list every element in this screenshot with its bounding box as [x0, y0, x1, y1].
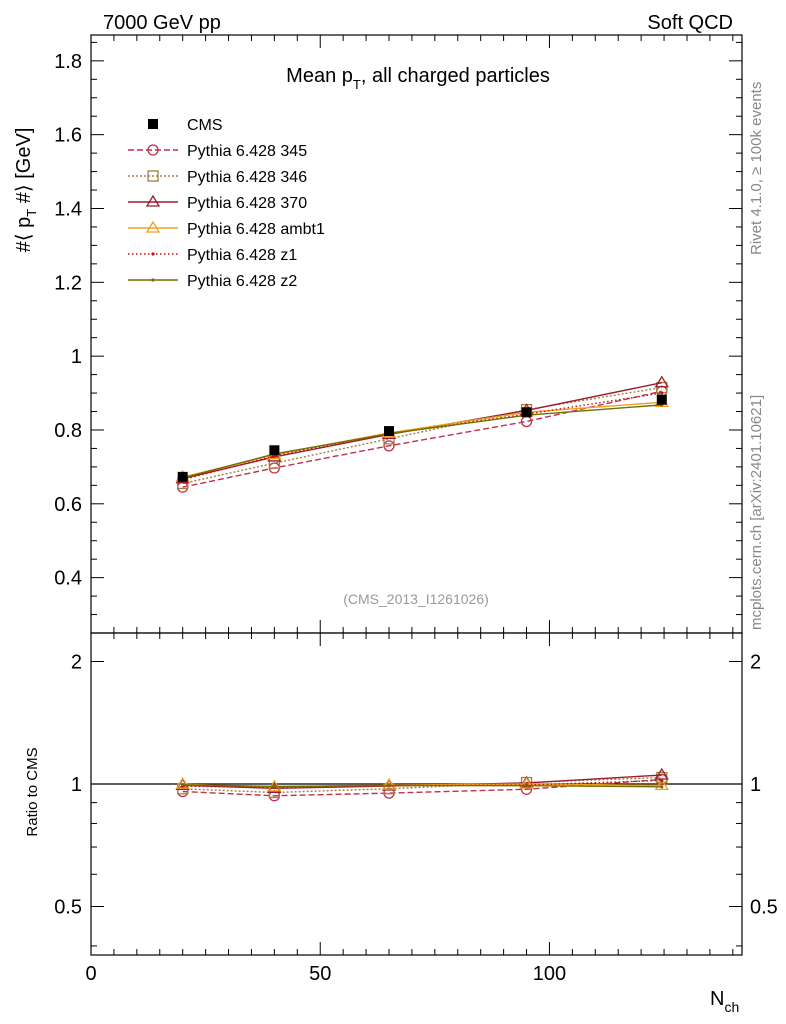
- legend: CMS Pythia 6.428 345 Pythia 6.428 346 Pythi…: [128, 117, 325, 290]
- legend-label-0: Pythia 6.428 345: [187, 143, 307, 160]
- legend-label-5: Pythia 6.428 z2: [187, 273, 297, 290]
- data-point-cms: [177, 471, 188, 482]
- legend-label-3: Pythia 6.428 ambt1: [187, 221, 325, 238]
- ratio-point-5: [660, 785, 664, 789]
- data-point-cms: [521, 407, 532, 418]
- ratio-point-5: [272, 784, 276, 788]
- ratio-point-3: [519, 776, 534, 789]
- title-rest: , all charged particles: [361, 65, 550, 87]
- header-left: 7000 GeV pp: [103, 12, 221, 34]
- y-tick-label: 0.4: [54, 568, 82, 590]
- ratio-y-tick-label-right: 2: [750, 652, 761, 674]
- ratio-point-3: [381, 777, 397, 790]
- ylabel-prefix: #⟨ p: [13, 217, 35, 253]
- x-axis-label: Nch: [710, 988, 739, 1015]
- ratio-layer: [91, 767, 742, 802]
- xlabel-main: N: [710, 988, 724, 1010]
- series-line-4: [182, 392, 662, 481]
- header-right: Soft QCD: [647, 12, 733, 34]
- ratio-point-5: [181, 783, 185, 787]
- ratio-panel-frame: [90, 632, 743, 956]
- legend-label-2: Pythia 6.428 370: [187, 195, 307, 212]
- legend-marker-2: [145, 194, 161, 207]
- ratio-point-5: [387, 783, 391, 788]
- legend-marker-3: [145, 220, 161, 233]
- legend-marker-0: [147, 144, 159, 156]
- ratio-point-3: [654, 778, 669, 791]
- mcplots-label: mcplots.cern.ch [arXiv:2401.10621]: [748, 395, 765, 630]
- series-layer: [175, 375, 669, 493]
- y-tick-label: 0.6: [54, 494, 82, 516]
- ratio-y-tick-label: 2: [71, 652, 82, 674]
- ratio-line-4: [182, 779, 662, 789]
- legend-marker-1: [147, 170, 159, 182]
- title-sub: T: [353, 77, 361, 92]
- series-line-1: [182, 386, 662, 485]
- legend-marker-4: [151, 252, 155, 256]
- y-axis-label: #⟨ pT #⟩ [GeV]: [13, 128, 39, 253]
- x-tick-label: 100: [533, 963, 566, 985]
- ylabel-suffix: #⟩ [GeV]: [13, 128, 35, 209]
- ratio-y-tick-label-right: 0.5: [750, 896, 778, 918]
- y-tick-label: 1.8: [54, 51, 82, 73]
- legend-marker-5: [151, 278, 155, 282]
- ratio-point-4: [660, 778, 664, 783]
- data-point-cms: [269, 445, 280, 456]
- legend-label-cms: CMS: [187, 117, 223, 134]
- x-tick-label: 0: [85, 963, 96, 985]
- ratio-y-tick-label: 0.5: [54, 896, 82, 918]
- analysis-tag: (CMS_2013_I1261026): [343, 591, 489, 607]
- rivet-label: Rivet 4.1.0, ≥ 100k events: [748, 82, 765, 255]
- xlabel-sub: ch: [724, 999, 739, 1015]
- y-tick-label: 1: [71, 346, 82, 368]
- ratio-y-tick-label: 1: [71, 774, 82, 796]
- data-point-cms: [383, 426, 394, 437]
- ratio-y-label: Ratio to CMS: [24, 747, 41, 836]
- title-main: Mean p: [286, 65, 353, 87]
- y-tick-label: 1.6: [54, 125, 82, 147]
- series-line-2: [182, 382, 662, 480]
- series-point-0: [383, 440, 395, 452]
- series-line-0: [182, 390, 662, 488]
- chart-title: Mean pT, all charged particles: [286, 65, 550, 92]
- legend-marker-cms: [148, 119, 158, 129]
- x-tick-label: 50: [309, 963, 331, 985]
- series-point-4: [660, 391, 664, 395]
- y-tick-label: 1.4: [54, 198, 82, 220]
- data-point-cms: [656, 394, 667, 405]
- ratio-point-5: [524, 784, 529, 788]
- legend-label-1: Pythia 6.428 346: [187, 169, 307, 186]
- series-point-2: [654, 375, 669, 388]
- ticks-layer: 0 50 100 0.4 0.6 0.8 1 1.2 1.4 1.6 1.8 0.5 0.5 1 1 2 2: [54, 35, 778, 985]
- ratio-y-tick-label-right: 1: [750, 774, 761, 796]
- y-tick-label: 1.2: [54, 272, 82, 294]
- ylabel-sub: T: [24, 209, 39, 217]
- y-tick-label: 0.8: [54, 420, 82, 442]
- legend-label-4: Pythia 6.428 z1: [187, 247, 297, 264]
- ratio-point-3: [175, 776, 190, 789]
